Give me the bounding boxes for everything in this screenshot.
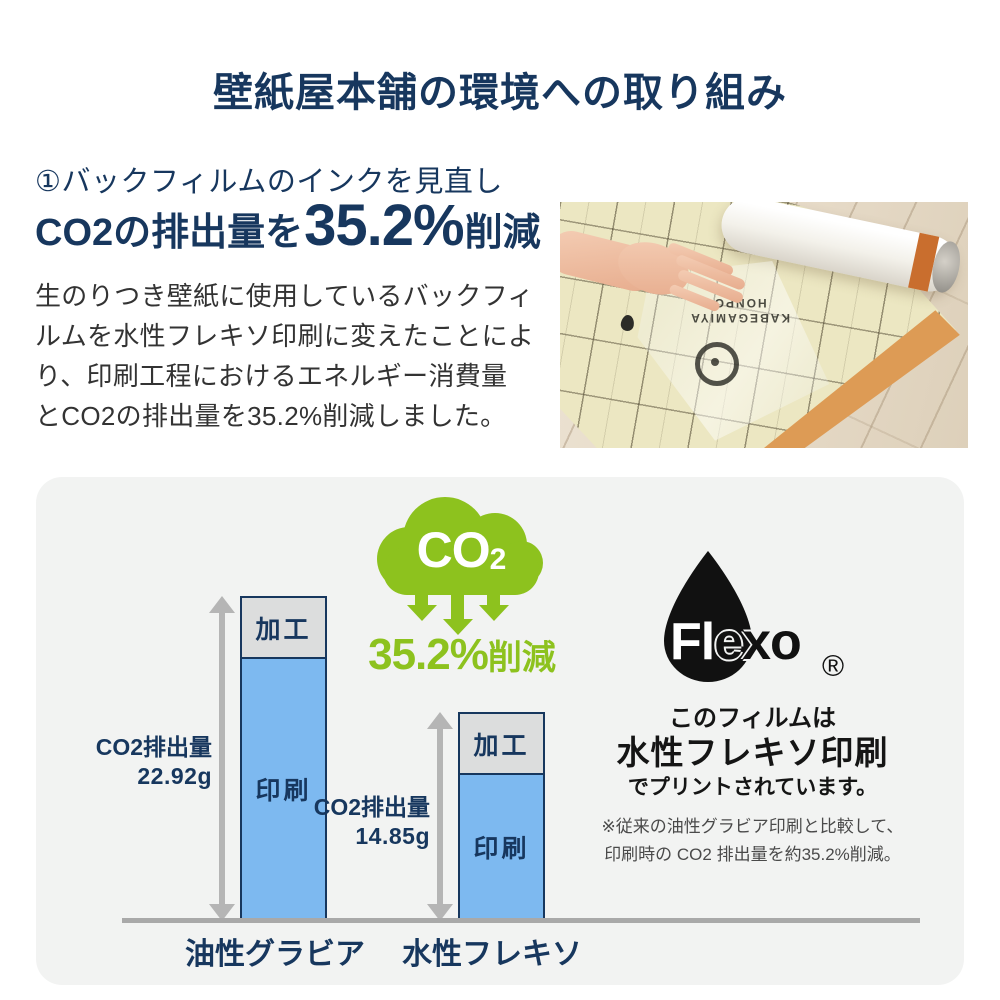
chart-baseline — [122, 918, 920, 923]
measure-arrow-icon — [427, 712, 453, 921]
section-heading: ①バックフィルムのインクを見直し — [35, 166, 503, 198]
co2-label: CO2 — [416, 522, 507, 578]
co2-amount-right: CO2排出量 14.85g — [313, 794, 430, 849]
headline-prefix: CO2の排出量を — [35, 212, 304, 254]
headline-suffix: 削減 — [464, 212, 541, 254]
down-arrow-icon — [451, 593, 464, 619]
bar-segment-processing: 加工 — [460, 714, 543, 775]
footnote: ※従来の油性グラビア印刷と比較して、 印刷時の CO2 排出量を約35.2%削減… — [601, 817, 904, 864]
registered-trademark-icon: ® — [822, 650, 845, 683]
reduction-annotation: 35.2%削減 — [368, 630, 556, 679]
bar-segment-printing: 印刷 — [460, 775, 543, 919]
co2-cloud-icon: CO2 — [377, 497, 545, 639]
headline-percent: 35.2% — [304, 193, 464, 258]
body-line: とCO2の排出量を35.2%削減しました。 — [35, 401, 507, 431]
body-line: 生のりつき壁紙に使用しているバックフィ — [35, 281, 534, 311]
body-paragraph: 生のりつき壁紙に使用しているバックフィ ルムを水性フレキソ印刷に変えたことによ … — [35, 276, 534, 436]
measure-arrow-icon — [209, 596, 235, 921]
product-photo: KABEGAMIYA HONPO — [560, 202, 968, 448]
flexo-caption-3: でプリントされています。 — [627, 776, 878, 799]
axis-label-oil-gravure: 油性グラビア — [185, 938, 365, 971]
film-logo-ring — [694, 342, 739, 387]
flexo-droplet-icon — [664, 551, 752, 682]
bar-segment-printing: 印刷 — [242, 659, 325, 919]
co2-amount-left: CO2排出量 22.92g — [95, 734, 212, 789]
bar-water-flexo: 加工 印刷 — [458, 712, 545, 921]
bar-oil-gravure: 加工 印刷 — [240, 596, 327, 921]
down-arrow-icon — [415, 593, 428, 605]
co2-reduction-headline: CO2の排出量を 35.2% 削減 — [35, 193, 541, 258]
axis-label-water-flexo: 水性フレキソ — [402, 938, 582, 971]
page-title: 壁紙屋本舗の環境への取り組み — [213, 71, 787, 115]
body-line: ルムを水性フレキソ印刷に変えたことによ — [35, 321, 535, 351]
down-arrow-icon — [487, 593, 500, 605]
bar-segment-processing: 加工 — [242, 598, 325, 659]
flexo-caption-2: 水性フレキソ印刷 — [616, 734, 889, 771]
flexo-logo-text: Flexo — [670, 613, 802, 671]
flexo-caption-1: このフィルムは — [668, 705, 837, 732]
body-line: り、印刷工程におけるエネルギー消費量 — [35, 361, 508, 391]
